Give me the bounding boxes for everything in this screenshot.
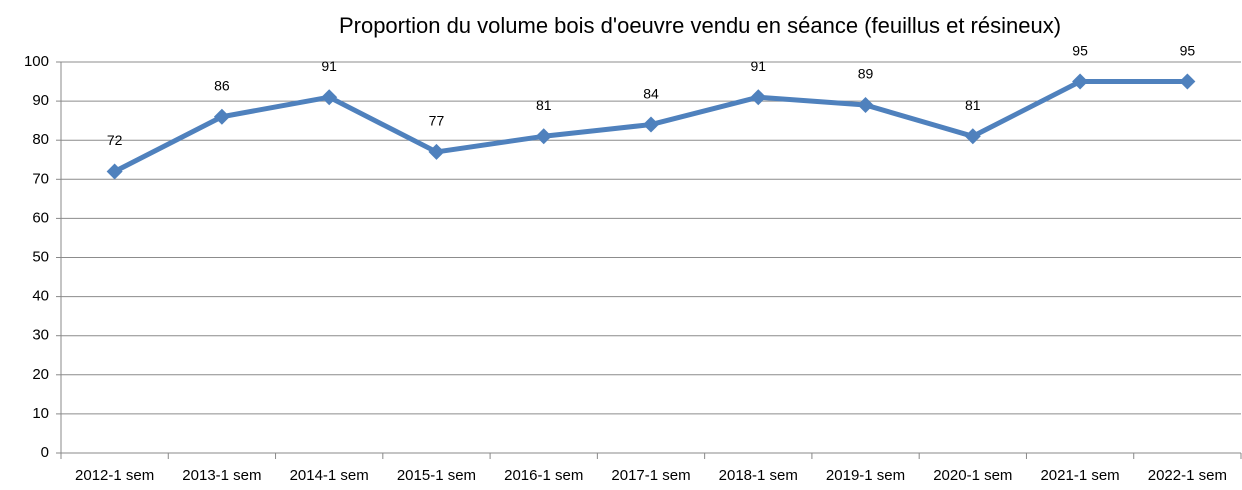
marker	[857, 97, 874, 114]
data-label: 91	[321, 58, 337, 74]
x-tick-label: 2016-1 sem	[504, 467, 583, 484]
marker	[428, 143, 445, 160]
x-tick-label: 2014-1 sem	[290, 467, 369, 484]
marker	[1072, 73, 1089, 90]
marker	[106, 163, 123, 180]
y-tick-label: 0	[41, 444, 49, 461]
data-label: 81	[965, 97, 981, 113]
marker	[750, 89, 767, 106]
x-tick-label: 2021-1 sem	[1040, 467, 1119, 484]
data-label: 89	[858, 66, 874, 82]
x-tick-label: 2018-1 sem	[719, 467, 798, 484]
y-tick-label: 20	[32, 366, 49, 383]
x-tick-label: 2015-1 sem	[397, 467, 476, 484]
y-tick-label: 10	[32, 405, 49, 422]
data-label: 91	[750, 58, 766, 74]
x-tick-label: 2020-1 sem	[933, 467, 1012, 484]
y-tick-label: 100	[24, 53, 49, 70]
x-tick-label: 2019-1 sem	[826, 467, 905, 484]
data-label: 95	[1180, 42, 1196, 58]
marker	[321, 89, 338, 106]
marker	[213, 108, 230, 125]
y-tick-label: 90	[32, 92, 49, 109]
marker	[1179, 73, 1196, 90]
data-label: 72	[107, 132, 123, 148]
x-tick-label: 2017-1 sem	[611, 467, 690, 484]
marker	[964, 128, 981, 145]
y-tick-label: 70	[32, 170, 49, 187]
y-tick-label: 80	[32, 131, 49, 148]
marker	[643, 116, 659, 133]
data-label: 86	[214, 77, 230, 93]
data-label: 95	[1072, 42, 1088, 58]
chart-title: Proportion du volume bois d'oeuvre vendu…	[339, 13, 1061, 38]
data-label: 84	[643, 85, 659, 101]
y-tick-label: 50	[32, 248, 49, 265]
x-tick-label: 2013-1 sem	[182, 467, 261, 484]
y-tick-label: 60	[32, 209, 49, 226]
x-tick-label: 2012-1 sem	[75, 467, 154, 484]
y-tick-label: 30	[32, 327, 49, 344]
y-tick-label: 40	[32, 288, 49, 305]
marker	[535, 128, 552, 145]
data-label: 77	[429, 113, 445, 129]
data-label: 81	[536, 97, 552, 113]
x-tick-label: 2022-1 sem	[1148, 467, 1227, 484]
